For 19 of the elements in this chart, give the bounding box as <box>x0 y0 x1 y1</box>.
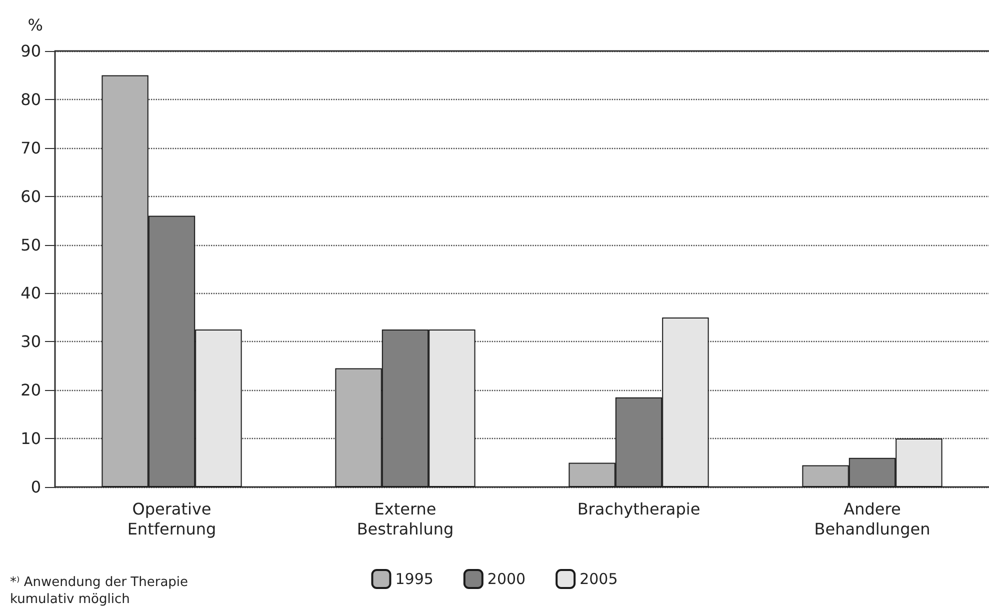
x-tick-label: Operative Entfernung <box>127 500 216 538</box>
y-tick-label: 50 <box>20 235 41 254</box>
y-tick-label: 0 <box>30 478 41 496</box>
y-tick-label: 20 <box>20 380 41 400</box>
x-tick-label: Brachytherapie <box>577 500 700 518</box>
legend-label: 2000 <box>487 570 526 588</box>
text: *⁾ Anwendung der Therapie kumulativ möglich <box>10 575 188 607</box>
y-tick-label: 30 <box>20 332 41 352</box>
x-tick-label: Externe Bestrahlung <box>356 500 454 538</box>
y-tick-label: 40 <box>20 284 41 303</box>
y-tick-label: 80 <box>20 90 41 109</box>
legend-label: 1995 <box>395 570 434 588</box>
y-axis-title: % <box>28 16 43 34</box>
y-tick-label: 60 <box>20 186 41 206</box>
y-tick-label: 70 <box>20 138 41 158</box>
legend-label: 2005 <box>580 570 618 588</box>
y-tick-label: 90 <box>20 42 41 60</box>
x-tick-label: Andere Behandlungen <box>814 500 930 538</box>
y-tick-label: 10 <box>20 429 41 448</box>
